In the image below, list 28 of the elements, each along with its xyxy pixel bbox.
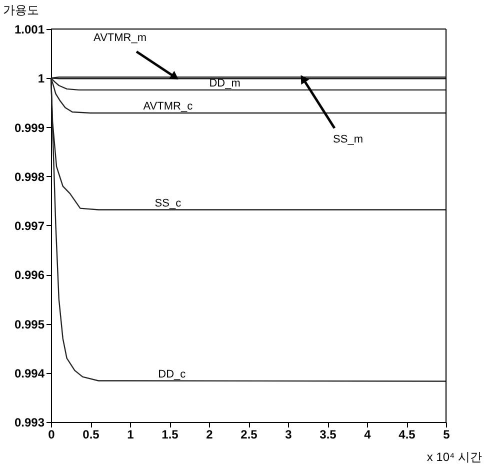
annotation: AVTMR_m [94, 32, 147, 44]
x-tick-label: 4.5 [398, 428, 416, 442]
y-tick-label: 0.999 [14, 120, 45, 135]
x-tick-label: 4 [364, 428, 372, 442]
y-tick-label: 0.993 [14, 416, 45, 430]
y-axis-title: 가용도 [3, 3, 39, 17]
annotation: SS_c [154, 197, 182, 210]
annotation: DD_m [209, 77, 240, 90]
x-tick-label: 0.5 [82, 428, 100, 442]
y-tick-label: 0.996 [14, 268, 45, 282]
annotation: DD_c [158, 368, 186, 381]
y-tick-label: 0.997 [14, 219, 45, 233]
x-tick-label: 3 [285, 428, 292, 442]
y-tick-label: 0.994 [14, 366, 45, 380]
x-axis-title: x 10⁴ 시간 [426, 450, 482, 464]
y-tick-label: 1 [38, 72, 45, 86]
annotation: SS_m [333, 134, 363, 146]
y-tick-label: 0.995 [14, 317, 45, 332]
x-tick-label: 1.5 [162, 428, 179, 442]
y-tick-label: 1.001 [14, 22, 45, 36]
annotation: AVTMR_c [143, 100, 194, 113]
x-tick-label: 2 [206, 428, 214, 442]
x-tick-label: 0 [48, 428, 56, 442]
y-tick-label: 0.998 [14, 170, 45, 184]
x-tick-label: 2.5 [240, 428, 258, 442]
x-tick-label: 3.5 [320, 428, 337, 442]
x-tick-label: 5 [443, 428, 450, 442]
x-tick-label: 1 [127, 428, 134, 442]
